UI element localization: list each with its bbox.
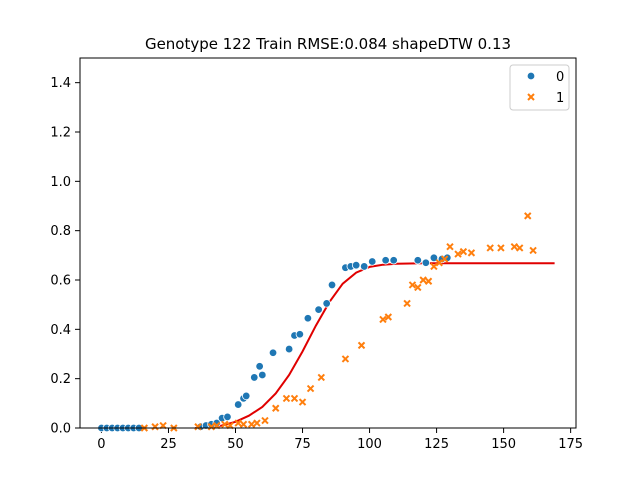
data-point-series-0 (421, 258, 431, 267)
data-point-series-0 (223, 412, 232, 422)
fit-curve (195, 262, 555, 429)
data-point-series-1 (306, 384, 315, 393)
data-point-series-0 (381, 256, 390, 265)
data-point-series-1 (261, 416, 269, 425)
data-point-series-0 (359, 262, 369, 271)
x-tick-label: 100 (357, 437, 382, 452)
data-point-series-0 (255, 362, 264, 371)
data-point-series-1 (379, 315, 387, 324)
data-point-series-0 (295, 330, 305, 339)
y-axis: 0.0 0.2 0.4 0.6 0.8 1.0 1.2 1.4 (50, 76, 80, 437)
data-point-series-1 (272, 404, 280, 412)
data-point-series-1 (403, 299, 411, 308)
y-tick-label: 0.6 (50, 274, 71, 289)
data-points (97, 212, 537, 433)
x-tick-label: 0 (97, 437, 105, 452)
x-tick-label: 175 (558, 437, 583, 452)
data-point-series-0 (268, 348, 278, 357)
y-tick-label: 0.8 (50, 224, 71, 239)
data-point-series-0 (233, 400, 243, 409)
data-point-series-1 (414, 283, 422, 292)
x-tick-label: 125 (424, 437, 449, 452)
data-point-series-1 (467, 249, 476, 257)
x-tick-label: 75 (294, 437, 311, 452)
legend: 0 1 (509, 64, 570, 111)
legend-label-1: 1 (556, 91, 564, 106)
legend-marker-1 (527, 93, 535, 101)
data-point-series-1 (341, 355, 350, 363)
data-point-series-1 (419, 276, 427, 284)
data-point-series-1 (207, 423, 216, 431)
data-point-series-0 (258, 370, 267, 380)
data-point-series-1 (446, 242, 454, 251)
data-point-series-1 (440, 255, 449, 263)
data-point-series-0 (242, 391, 251, 401)
data-point-series-1 (234, 419, 242, 427)
plot-area (80, 58, 576, 428)
data-point-series-1 (282, 394, 291, 403)
data-point-series-1 (253, 419, 261, 427)
data-point-series-0 (368, 257, 377, 266)
chart-title: Genotype 122 Train RMSE:0.084 shapeDTW 0… (145, 35, 511, 53)
data-point-series-1 (486, 244, 494, 252)
data-point-series-0 (322, 299, 331, 308)
data-point-series-1 (524, 212, 532, 220)
data-point-series-1 (239, 420, 248, 429)
x-tick-label: 50 (227, 437, 244, 452)
data-point-series-1 (298, 398, 307, 406)
x-axis: 0 25 50 75 100 125 150 175 (97, 428, 583, 452)
y-tick-label: 1.2 (50, 126, 71, 141)
data-point-series-1 (435, 259, 443, 267)
data-point-series-0 (303, 314, 313, 323)
data-point-series-1 (357, 341, 366, 350)
data-point-series-1 (151, 423, 159, 431)
data-point-series-0 (250, 373, 259, 382)
data-point-series-1 (424, 277, 433, 285)
legend-box (509, 64, 570, 111)
data-point-series-1 (317, 373, 326, 382)
data-point-series-1 (459, 247, 468, 256)
legend-label-0: 0 (556, 70, 564, 85)
data-point-series-1 (497, 244, 505, 252)
data-point-series-1 (430, 262, 438, 271)
data-point-series-0 (327, 280, 337, 290)
data-point-series-1 (247, 420, 256, 429)
y-tick-label: 1.0 (50, 175, 71, 190)
y-tick-label: 0.0 (50, 422, 71, 437)
data-point-series-0 (284, 344, 294, 354)
data-point-series-1 (384, 313, 393, 321)
data-point-series-1 (454, 250, 462, 258)
data-point-series-0 (429, 253, 439, 262)
data-point-series-0 (413, 256, 423, 265)
data-point-series-0 (389, 256, 398, 265)
x-tick-label: 25 (160, 437, 177, 452)
y-tick-label: 1.4 (50, 76, 71, 91)
data-point-series-1 (510, 242, 519, 251)
data-point-series-1 (515, 244, 524, 252)
data-point-series-0 (351, 261, 361, 270)
plot-frame (79, 57, 577, 429)
data-point-series-0 (314, 305, 323, 314)
data-point-series-1 (194, 423, 202, 431)
data-point-series-1 (529, 246, 537, 255)
y-tick-label: 0.4 (50, 323, 71, 338)
data-point-series-1 (408, 281, 417, 289)
legend-marker-0 (526, 71, 536, 81)
x-tick-label: 150 (491, 437, 516, 452)
y-tick-label: 0.2 (50, 372, 71, 387)
data-point-series-1 (290, 394, 299, 403)
data-point-series-1 (221, 420, 229, 429)
